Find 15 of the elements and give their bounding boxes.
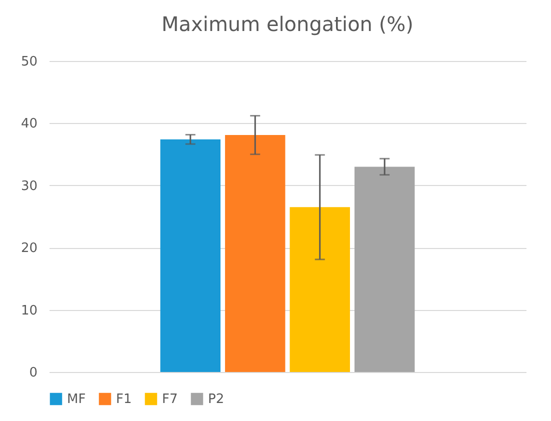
y-tick-label: 0 [29,366,38,380]
y-tick-label: 40 [20,116,38,132]
y-tick-label: 10 [20,303,38,318]
y-tick-label: 30 [20,178,38,194]
legend-label: F1 [116,392,132,407]
y-tick-label: 20 [20,241,38,256]
bar [160,139,220,372]
chart-title: Maximum elongation (%) [162,12,414,36]
bar [290,207,350,372]
legend-label: F7 [162,392,178,407]
legend-label: MF [67,392,86,407]
legend-label: P2 [208,392,224,407]
y-tick-label: 50 [20,54,38,70]
bar [354,166,415,372]
bar [225,135,286,372]
